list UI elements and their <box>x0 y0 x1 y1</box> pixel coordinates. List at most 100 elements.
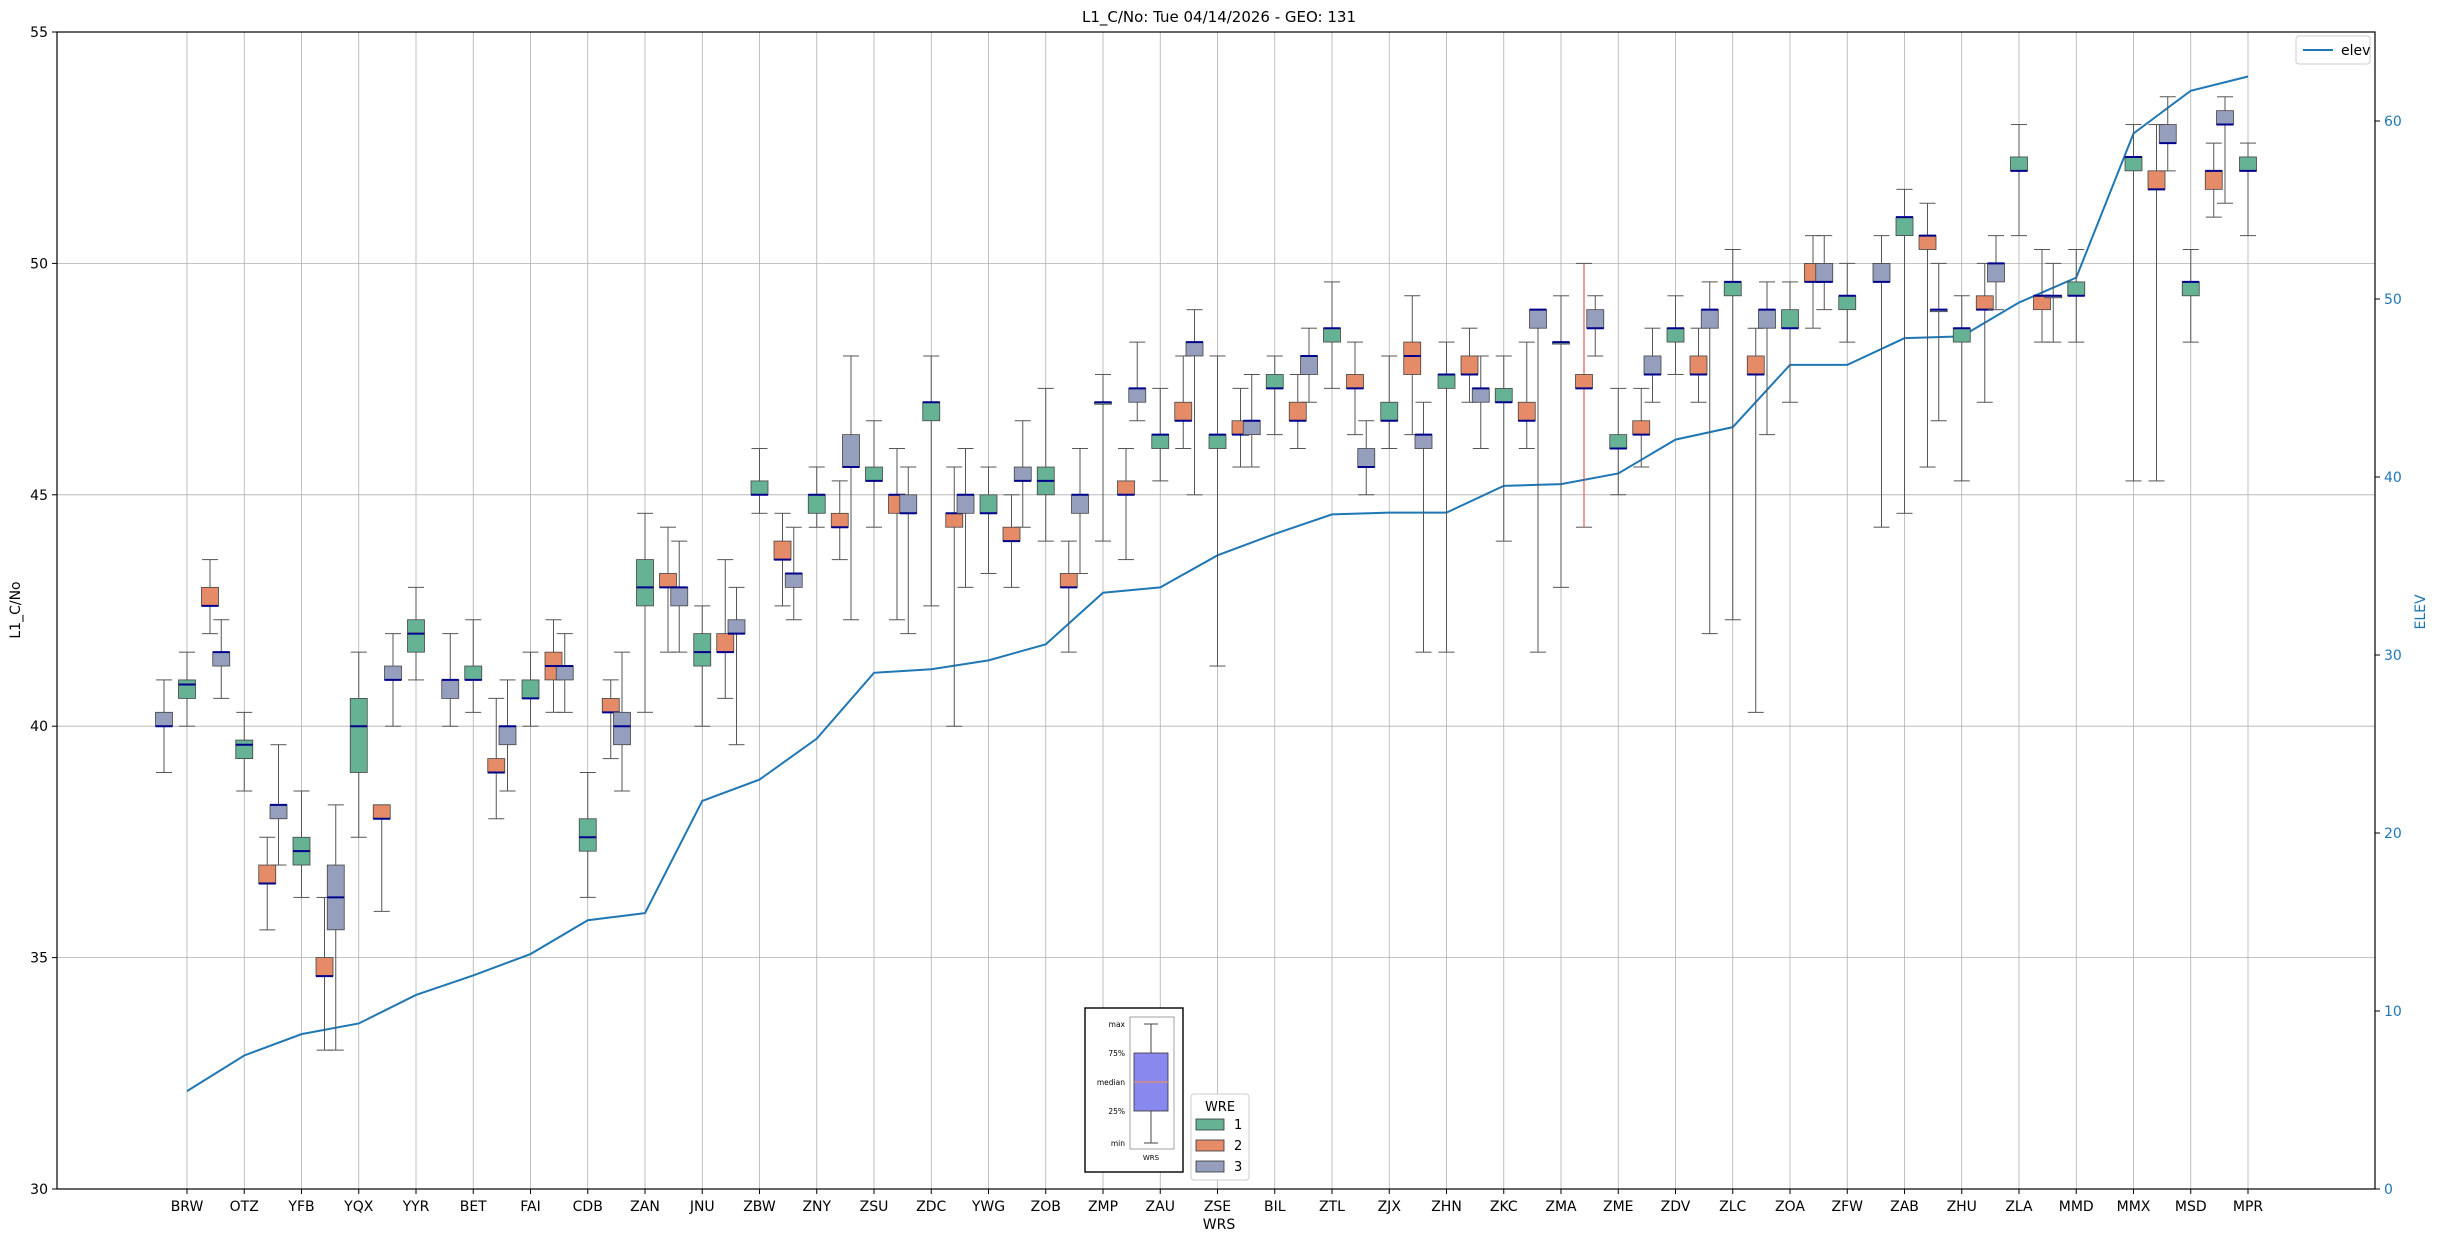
box-wre3-zkc <box>1471 355 1490 450</box>
iqr-box <box>201 586 219 607</box>
iqr-box <box>498 725 517 746</box>
x-tick-label: ZFW <box>1832 1199 1864 1215</box>
iqr-box <box>1013 466 1032 482</box>
iqr-box <box>1128 387 1147 403</box>
box-wre2-msd <box>2204 142 2223 218</box>
iqr-box <box>2158 124 2177 144</box>
box-wre1-zob <box>1036 387 1055 542</box>
iqr-box <box>1437 374 1456 389</box>
iqr-box <box>922 401 941 422</box>
box-wre1-zhu <box>1952 295 1971 482</box>
x-tick-label: ZDC <box>916 1199 946 1215</box>
box-wre3-zhu <box>1929 262 1948 422</box>
box-wre3-zma <box>1529 308 1547 653</box>
iqr-box <box>899 494 918 514</box>
iqr-box <box>727 619 746 635</box>
x-tick-label: ZOB <box>1031 1199 1061 1215</box>
box-wre3-zbw <box>727 586 746 746</box>
iqr-box <box>1460 355 1479 375</box>
iqr-box <box>636 559 654 607</box>
box-wre1-zfw <box>1838 262 1857 343</box>
legend-label-3: 3 <box>1234 1160 1242 1175</box>
box-wre3-msd <box>2158 96 2177 172</box>
boxplot-key-inner <box>1129 1016 1175 1150</box>
legend-label-1: 1 <box>1234 1118 1242 1133</box>
x-tick-label: ZAB <box>1890 1199 1919 1215</box>
box-wre2-ztl <box>1346 341 1364 436</box>
box-wre3-zfw <box>1815 235 1834 311</box>
box-wre3-zan <box>613 651 631 792</box>
iqr-box <box>1174 401 1193 422</box>
iqr-box <box>1575 374 1593 389</box>
box-wre1-zdv <box>1666 295 1685 375</box>
x-tick-label: YYR <box>402 1199 430 1215</box>
key-label-75: 75% <box>1108 1049 1125 1058</box>
iqr-box <box>2181 281 2200 297</box>
box-wre1-mmx <box>2124 124 2143 482</box>
iqr-box <box>2067 281 2086 297</box>
x-tick-label: ZMP <box>1088 1199 1118 1215</box>
x-tick-label: MSD <box>2175 1199 2207 1215</box>
box-wre3-cdb <box>555 633 574 713</box>
box-wre2-zob <box>1059 540 1078 653</box>
iqr-box <box>1758 309 1776 329</box>
legend-swatch-2 <box>1195 1139 1225 1152</box>
x-tick-label: ZLC <box>1719 1199 1746 1215</box>
x-tick-label: YWG <box>971 1199 1005 1215</box>
x-tick-label: OTZ <box>230 1199 259 1215</box>
box-wre2-zau <box>1174 355 1193 450</box>
y-tick-label: 50 <box>30 256 48 272</box>
legend-swatch-3 <box>1195 1160 1225 1173</box>
x-tick-label: ZME <box>1603 1199 1634 1215</box>
x-tick-label: ZSE <box>1204 1199 1231 1215</box>
box-wre1-yqx <box>349 651 368 838</box>
box-wre3-zla <box>1987 235 2005 311</box>
iqr-box <box>269 804 288 820</box>
iqr-box <box>1872 262 1891 283</box>
box-wre3-zny <box>784 526 803 621</box>
box-wre2-zhu <box>1975 262 1994 403</box>
iqr-box <box>613 711 631 746</box>
box-wre2-zmp <box>1117 448 1135 561</box>
key-label-min: min <box>1111 1139 1125 1148</box>
iqr-box <box>372 804 391 820</box>
iqr-box <box>555 665 574 681</box>
x-tick-label: ZAU <box>1146 1199 1175 1215</box>
box-wre2-jnu <box>716 559 735 699</box>
iqr-box <box>1781 309 1799 329</box>
wre-legend-title: WRE <box>1205 1100 1235 1115</box>
y2-tick-label: 60 <box>2384 114 2402 130</box>
box-wre1-cdb <box>578 771 597 898</box>
y-axis-label: L1_C/No <box>8 581 24 638</box>
iqr-box <box>830 512 849 528</box>
x-tick-label: MPR <box>2233 1199 2264 1215</box>
box-wre3-ywg <box>956 448 975 588</box>
x-tick-label: MMX <box>2117 1199 2151 1215</box>
box-wre1-brw <box>178 651 196 727</box>
box-layer <box>155 96 2257 1051</box>
iqr-box <box>155 711 173 727</box>
iqr-box <box>1529 309 1547 329</box>
x-tick-label: MMD <box>2059 1199 2094 1215</box>
y-tick-label: 30 <box>30 1182 48 1198</box>
box-wre3-yqx <box>326 804 345 1051</box>
box-wre1-zme <box>1609 387 1628 496</box>
box-wre1-zse <box>1208 355 1227 667</box>
box-wre2-bil <box>1288 373 1307 450</box>
box-wre3-zdc <box>899 466 918 635</box>
box-wre3-zmp <box>1071 448 1089 574</box>
iqr-box <box>2216 110 2234 125</box>
box-wre1-zsu <box>865 420 883 528</box>
box-wre1-zbw <box>750 448 769 514</box>
box-wre2-mmx <box>2147 124 2166 482</box>
iqr-box <box>2239 156 2257 172</box>
box-wre3-zsu <box>842 355 860 621</box>
box-wre2-cdb <box>601 679 620 760</box>
iqr-box <box>1471 387 1490 403</box>
iqr-box <box>659 573 677 588</box>
iqr-box <box>1666 327 1685 343</box>
iqr-box <box>1632 420 1651 436</box>
iqr-box <box>750 480 769 496</box>
box-wre1-zny <box>807 466 826 528</box>
box-wre2-zdv <box>1689 327 1708 403</box>
